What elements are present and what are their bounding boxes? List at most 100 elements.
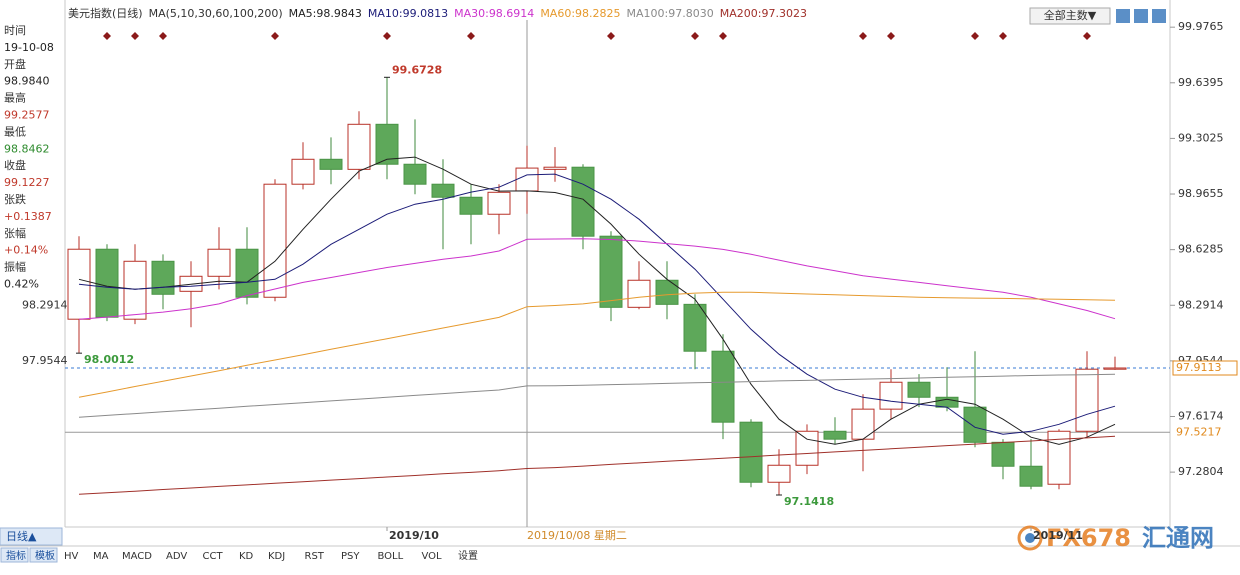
- chart-header: 美元指数(日线) MA(5,10,30,60,100,200) MA5:98.984…: [68, 6, 807, 20]
- candle-body: [795, 430, 819, 466]
- candle-body: [1019, 465, 1043, 487]
- watermark-logo-ring: [1017, 525, 1043, 551]
- candle-body: [739, 421, 763, 483]
- tab[interactable]: 设置: [458, 550, 478, 562]
- event-marker: [719, 32, 727, 40]
- watermark-name: 汇通网: [1142, 524, 1214, 552]
- info-value: +0.14%: [4, 244, 48, 257]
- info-value: 19-10-08: [4, 41, 54, 54]
- ma-line: [78, 291, 1116, 398]
- candle-body: [151, 260, 175, 295]
- candle-body: [599, 235, 623, 308]
- candle-body: [879, 381, 903, 410]
- y-tick-label: 98.9655: [1178, 187, 1224, 200]
- y-tick-label: 99.9765: [1178, 20, 1224, 33]
- tab[interactable]: KDJ: [268, 551, 285, 562]
- candle-body: [767, 464, 791, 483]
- candle-body: [543, 166, 567, 170]
- info-label: 开盘: [4, 57, 26, 71]
- x-tick-label: 2019/10: [389, 529, 439, 542]
- x-tick-label: 2019/11: [1033, 529, 1083, 542]
- candle-body: [991, 441, 1015, 467]
- tab[interactable]: MACD: [122, 551, 152, 562]
- info-value: 99.1227: [4, 176, 50, 189]
- candle-body: [319, 158, 343, 170]
- legend-entry: MA100:97.8030: [627, 7, 714, 20]
- candle-body: [571, 166, 595, 237]
- tab[interactable]: MA: [93, 551, 109, 562]
- candle-body: [963, 406, 987, 443]
- candle-body: [627, 279, 651, 308]
- candle-body: [515, 167, 539, 192]
- candle-body: [431, 183, 455, 198]
- candle-body: [711, 350, 735, 423]
- ma-line: [78, 173, 1116, 435]
- watermark: FX678 汇通网: [1017, 524, 1214, 552]
- y-tick-label: 99.6395: [1178, 76, 1224, 89]
- tab[interactable]: PSY: [341, 551, 360, 562]
- event-marker: [859, 32, 867, 40]
- candle-body: [207, 248, 231, 277]
- tab[interactable]: VOL: [422, 551, 443, 562]
- tool-icon[interactable]: [1116, 9, 1130, 23]
- event-marker: [467, 32, 475, 40]
- ma-line: [78, 435, 1116, 495]
- info-label: 最低: [4, 125, 26, 138]
- info-value: 98.8462: [4, 142, 50, 155]
- tab-bg[interactable]: [29, 547, 58, 563]
- period-label[interactable]: 日线▲: [6, 529, 37, 543]
- y-tick-label: 98.2914: [1178, 298, 1224, 311]
- tab[interactable]: KD: [239, 551, 254, 562]
- candle-body: [459, 196, 483, 215]
- tab[interactable]: HV: [64, 551, 79, 562]
- watermark-logo-dot: [1025, 533, 1035, 543]
- y-tick-label: 98.6285: [1178, 243, 1224, 256]
- candle-body: [683, 303, 707, 352]
- candle-body: [263, 183, 287, 298]
- tab[interactable]: RST: [305, 551, 325, 562]
- candle-body: [1103, 367, 1127, 370]
- info-value: 98.9840: [4, 75, 50, 88]
- annotation: 97.1418: [784, 495, 834, 508]
- tab[interactable]: 模板: [35, 549, 55, 562]
- candle-body: [123, 260, 147, 320]
- tab[interactable]: BOLL: [378, 551, 404, 562]
- tool-icon[interactable]: [1134, 9, 1148, 23]
- event-marker: [383, 32, 391, 40]
- candle-body: [1075, 368, 1099, 432]
- candle-body: [907, 381, 931, 398]
- info-label: 张跌: [4, 192, 26, 206]
- candle-body: [1047, 430, 1071, 485]
- candle-body: [487, 191, 511, 215]
- tool-icon[interactable]: [1152, 9, 1166, 23]
- event-marker: [999, 32, 1007, 40]
- info-label: 张幅: [4, 227, 26, 240]
- candle-body: [375, 123, 399, 165]
- series-button[interactable]: [1029, 7, 1111, 25]
- tab[interactable]: 指标: [6, 549, 26, 562]
- left-price-label: 98.2914: [22, 298, 68, 311]
- price-label: 97.5217: [1176, 425, 1222, 438]
- ma-line: [78, 156, 1116, 445]
- info-value: 99.2577: [4, 109, 50, 122]
- tab[interactable]: CCT: [203, 551, 224, 562]
- price-label: 97.9113: [1176, 361, 1222, 374]
- candle-body: [235, 248, 259, 298]
- info-label: 振幅: [4, 260, 26, 274]
- legend-entry: MA200:97.3023: [720, 7, 807, 20]
- tab-bg[interactable]: [0, 547, 29, 563]
- ma-line: [78, 238, 1116, 320]
- candle-body: [851, 408, 875, 440]
- ma-spec: MA(5,10,30,60,100,200): [149, 7, 283, 20]
- candle-body: [347, 123, 371, 170]
- series-button-label[interactable]: 全部主数▼: [1044, 8, 1097, 22]
- event-marker: [971, 32, 979, 40]
- left-price-label: 97.9544: [22, 354, 68, 367]
- y-tick-label: 97.6174: [1178, 410, 1224, 423]
- candle-body: [655, 279, 679, 305]
- event-marker: [691, 32, 699, 40]
- event-marker: [607, 32, 615, 40]
- chart-title: 美元指数(日线): [68, 6, 143, 20]
- tab[interactable]: ADV: [166, 551, 187, 562]
- period-button[interactable]: [0, 527, 63, 546]
